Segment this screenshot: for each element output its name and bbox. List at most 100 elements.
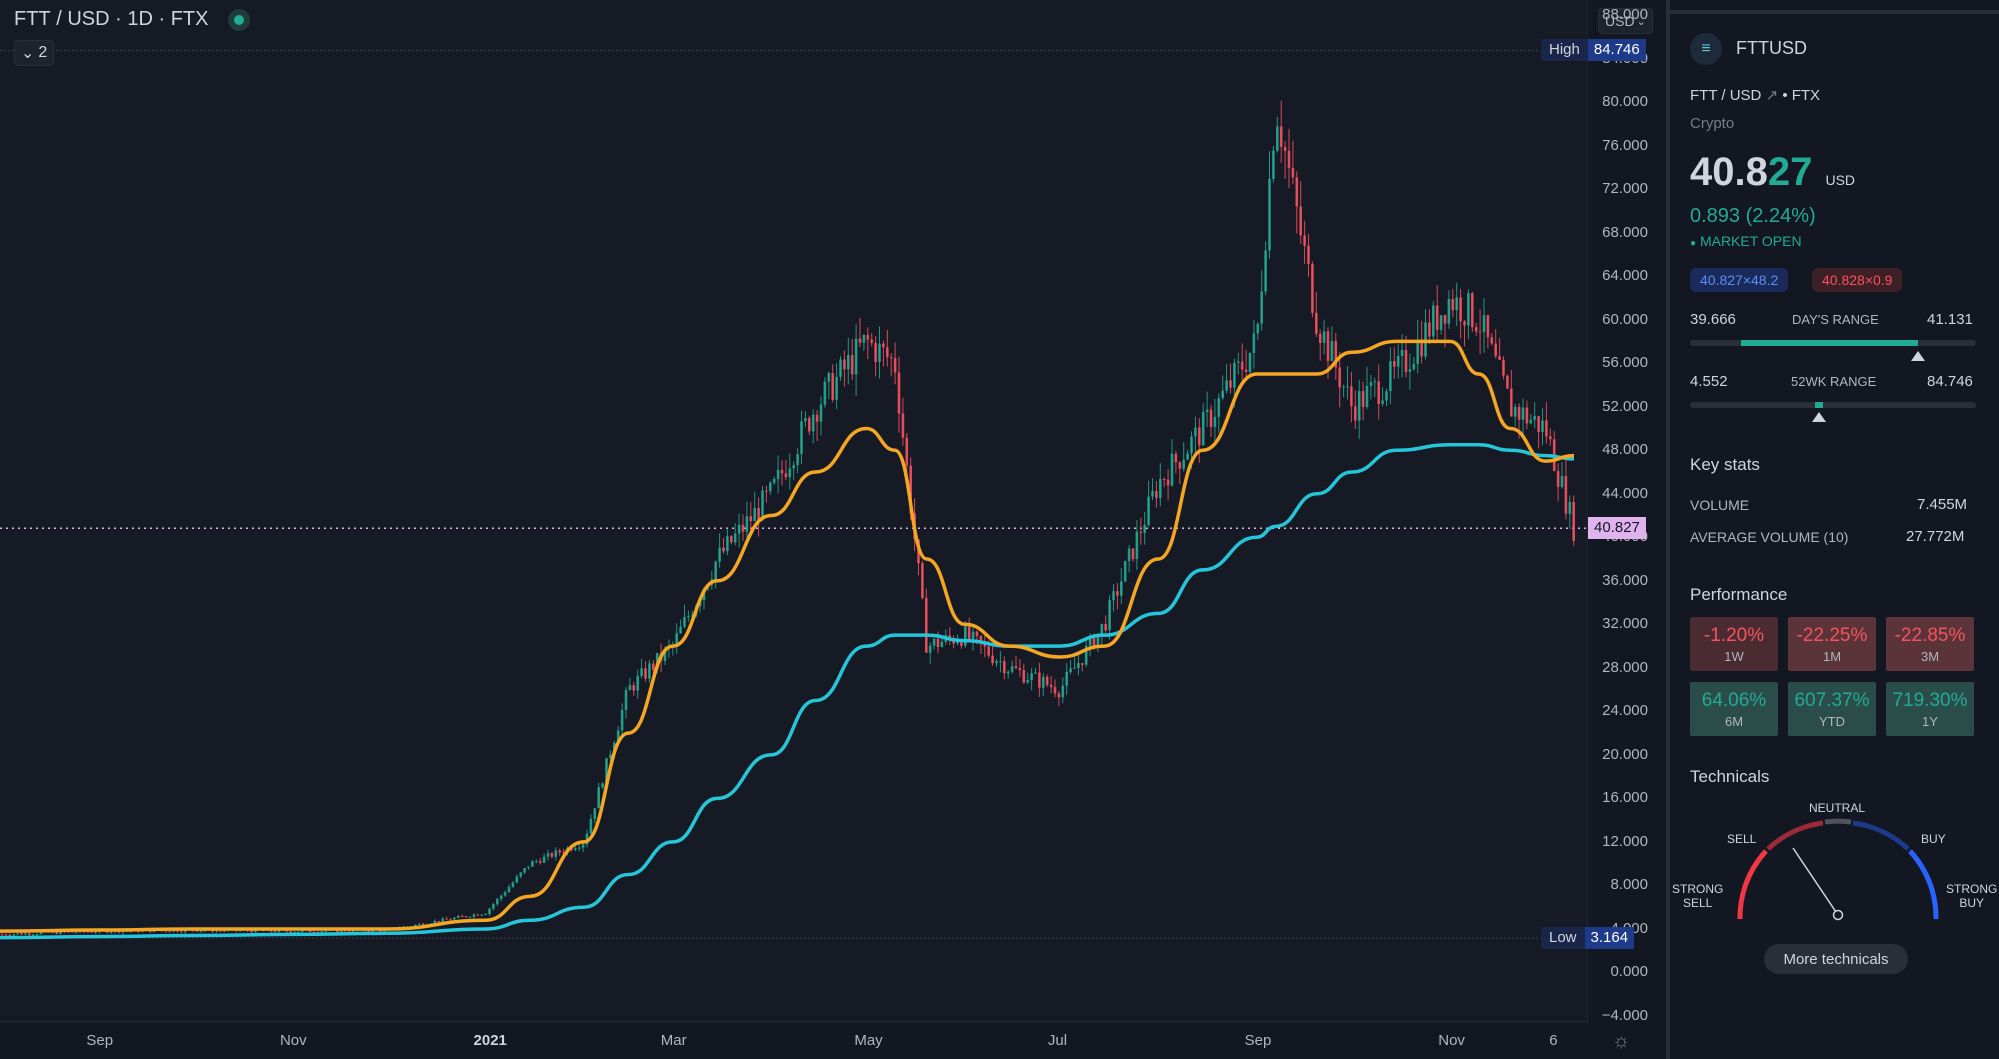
time-tick-label: Sep — [86, 1032, 114, 1049]
candle-body — [219, 930, 222, 932]
gear-icon[interactable]: ☼ — [1612, 1030, 1631, 1052]
symbol-quote: USD — [67, 8, 110, 30]
candle-body — [546, 853, 550, 857]
candle-body — [4, 934, 8, 936]
performance-title[interactable]: Performance — [1690, 585, 1788, 604]
candle-body — [784, 473, 788, 478]
candle-body — [858, 338, 862, 343]
candle-body — [792, 465, 795, 469]
candle-body — [909, 465, 912, 514]
indicators-toggle-button[interactable]: ⌄ 2 — [14, 40, 55, 66]
performance-period: 1M — [1822, 648, 1842, 664]
gauge-arc-buy — [1852, 820, 1910, 851]
wk52-low: 4.552 — [1690, 373, 1728, 390]
candle-body — [55, 931, 58, 934]
candle-body — [1549, 436, 1552, 440]
candle-body — [761, 490, 764, 521]
candle-body — [1455, 297, 1458, 311]
candle-body — [1217, 398, 1221, 417]
ma-fast-line — [0, 339, 1575, 933]
candle-body — [1412, 363, 1416, 370]
candle-body — [823, 381, 827, 405]
candle-body — [979, 636, 983, 644]
candle-body — [238, 930, 242, 932]
candle-body — [769, 482, 772, 492]
candle-body — [1396, 356, 1400, 367]
gauge-label-strong-sell: STRONG SELL — [1672, 882, 1724, 910]
candle-body — [457, 915, 460, 918]
candle-body — [765, 490, 768, 492]
candle-body — [776, 469, 780, 480]
candle-body — [1311, 263, 1314, 313]
candle-body — [1513, 406, 1517, 417]
candle-body — [168, 931, 171, 933]
candle-body — [1026, 680, 1029, 683]
candle-body — [632, 685, 636, 691]
candle-body — [1190, 436, 1193, 454]
candle-body — [1354, 406, 1357, 421]
candle-body — [1065, 671, 1068, 686]
exchange-suffix: • FTX — [1782, 87, 1821, 104]
symbol-details-panel: ≡ FTTUSD FTT / USD ↗ • FTX Crypto 40.827… — [1666, 0, 1999, 1059]
currency-select[interactable]: USD ⌄ — [1598, 8, 1653, 34]
candle-body — [574, 848, 577, 851]
candle-body — [1221, 390, 1224, 399]
technicals-title[interactable]: Technicals — [1690, 767, 1770, 786]
more-technicals-button[interactable]: More technicals — [1764, 944, 1908, 974]
candle-body — [484, 913, 487, 915]
candle-body — [940, 641, 944, 647]
candle-body — [1435, 305, 1439, 330]
candle-body — [8, 935, 12, 937]
candle-body — [59, 931, 62, 934]
ask-price-pill: 40.828×0.9 — [1812, 268, 1903, 292]
candle-body — [1572, 502, 1575, 541]
candle-body — [1131, 548, 1135, 560]
performance-card-ytd: 607.37% YTD — [1788, 682, 1876, 736]
candle-body — [35, 934, 39, 936]
candle-body — [1209, 409, 1213, 428]
external-link-icon[interactable]: ↗ — [1765, 87, 1779, 104]
candle-body — [991, 655, 994, 664]
candle-body — [577, 847, 581, 849]
symbol-header[interactable]: FTT / USD · 1D · FTX — [14, 8, 251, 31]
time-tick-label: 2021 — [473, 1032, 507, 1049]
candle-body — [1248, 352, 1252, 372]
candle-body — [1104, 623, 1107, 631]
candle-body — [1428, 322, 1431, 337]
candle-body — [726, 536, 729, 552]
market-status-label: MARKET OPEN — [1699, 233, 1802, 249]
candle-body — [289, 931, 292, 933]
candle-body — [683, 617, 686, 627]
candle-body — [605, 758, 608, 784]
candle-body — [886, 347, 889, 358]
candle-body — [1198, 427, 1201, 446]
ticker-name[interactable]: FTTUSD — [1736, 38, 1807, 58]
candle-body — [195, 930, 199, 932]
candle-body — [956, 642, 959, 644]
candle-body — [1049, 684, 1053, 688]
candle-body — [453, 917, 456, 920]
pair-link[interactable]: FTT / USD — [1690, 87, 1762, 104]
key-stats-title[interactable]: Key stats — [1690, 455, 1760, 474]
chart-interval[interactable]: 1D — [127, 8, 153, 30]
candle-body — [558, 850, 561, 853]
candle-body — [1342, 386, 1345, 388]
candle-body — [1092, 636, 1096, 649]
candle-body — [519, 872, 522, 877]
day-range-low: 39.666 — [1690, 311, 1736, 328]
performance-value: 607.37% — [1794, 689, 1870, 711]
candle-body — [971, 631, 975, 639]
chart-pane[interactable] — [0, 0, 1588, 1022]
candle-body — [878, 343, 881, 362]
candle-body — [437, 921, 441, 923]
volume-value: 7.455M — [1917, 496, 1968, 513]
gauge-label-neutral: NEUTRAL — [1809, 801, 1866, 815]
candle-body — [12, 934, 15, 936]
performance-value: -22.25% — [1796, 624, 1868, 646]
candle-body — [1334, 340, 1338, 368]
candle-body — [1529, 419, 1533, 424]
price-chart[interactable] — [0, 0, 1588, 1059]
price-tick-label: 60.000 — [1602, 310, 1648, 328]
day-range-high: 41.131 — [1927, 311, 1973, 328]
candle-body — [1478, 331, 1482, 333]
